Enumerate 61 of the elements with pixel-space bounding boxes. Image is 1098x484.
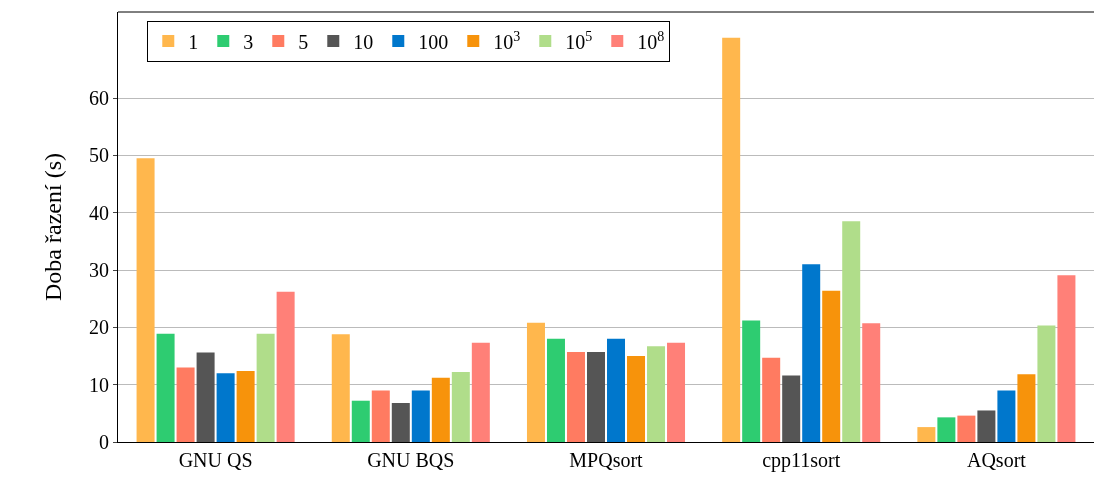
x-tick-label: GNU QS	[178, 449, 253, 471]
bar	[216, 373, 235, 442]
bar	[822, 290, 841, 442]
bar	[1017, 374, 1036, 442]
x-tick-label: GNU BQS	[367, 449, 455, 471]
bar	[451, 372, 470, 442]
bar	[862, 323, 881, 442]
bar	[937, 417, 956, 442]
bar	[957, 415, 976, 442]
bar	[647, 346, 666, 442]
y-axis-title: Doba řazení (s)	[40, 153, 67, 301]
y-tick-label: 0	[99, 431, 109, 453]
bar	[391, 403, 410, 442]
x-tick-label: cpp11sort	[762, 449, 841, 472]
bar	[1037, 325, 1056, 442]
legend-label: 10$^{3}$	[493, 28, 521, 53]
bar	[722, 37, 741, 442]
y-tick-label: 30	[89, 259, 109, 281]
y-tick-label: 10	[89, 373, 109, 396]
bar	[842, 221, 861, 442]
bar	[997, 390, 1016, 442]
bar	[627, 356, 646, 442]
bar	[667, 342, 686, 442]
bar	[176, 367, 195, 442]
y-tick-label: 40	[89, 201, 109, 224]
legend-label: 10$^{5}$	[565, 28, 593, 53]
bar	[742, 320, 761, 442]
bar	[762, 357, 781, 442]
bar	[782, 375, 801, 442]
bar	[471, 342, 490, 442]
bar	[607, 338, 626, 442]
y-tick-label: 50	[89, 144, 109, 167]
bar	[411, 390, 430, 442]
bar	[526, 322, 545, 442]
x-tick-label: MPQsort	[569, 449, 644, 471]
bar	[1057, 275, 1076, 442]
bar	[136, 158, 155, 442]
legend-label: 10$^{8}$	[637, 28, 665, 53]
legend-label: 1	[188, 30, 199, 53]
bar	[802, 264, 821, 442]
bar	[196, 352, 215, 442]
y-tick-label: 20	[89, 316, 109, 339]
legend-label: 10	[353, 30, 374, 53]
bar	[156, 333, 175, 442]
bar	[431, 377, 450, 442]
bar	[351, 400, 370, 442]
legend-label: 5	[298, 30, 309, 53]
legend-label: 3	[243, 30, 254, 53]
legend-label: 100	[418, 30, 449, 53]
bar	[276, 291, 295, 442]
bar	[256, 333, 275, 442]
y-tick-label: 60	[89, 87, 109, 109]
bar	[977, 410, 996, 442]
bar	[371, 390, 390, 442]
bar	[566, 351, 585, 442]
x-tick-label: AQsort	[966, 449, 1027, 471]
bar	[917, 427, 936, 442]
bar	[586, 351, 605, 442]
bar	[546, 338, 565, 442]
bar	[331, 334, 350, 442]
bar	[236, 370, 255, 442]
